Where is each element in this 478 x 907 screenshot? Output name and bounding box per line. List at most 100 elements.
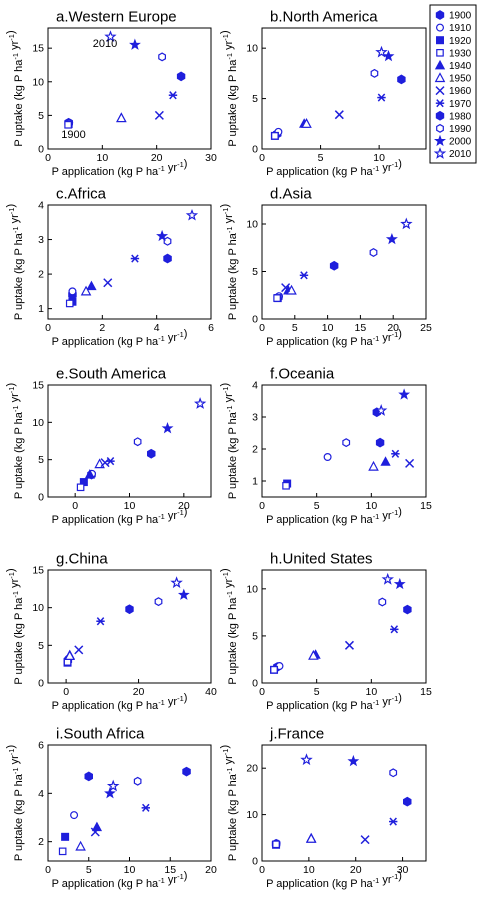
point-1990 (133, 437, 142, 447)
plot-frame (47, 27, 212, 150)
y-axis-label: P uptake (kg P ha-1 yr-1) (5, 204, 25, 320)
panel-5: 0 10 20 0 5 10 15 e.South America P application … (5, 365, 212, 526)
point-1970 (141, 803, 150, 812)
x-axis-label: P application (kg P ha-1 yr-1) (266, 692, 402, 712)
y-tick-label: 10 (246, 43, 258, 55)
legend-label: 1930 (449, 48, 472, 59)
panel-2: 0 5 10 0 5 10 b.North America P application (kg… (219, 8, 427, 178)
point-1950 (116, 112, 127, 123)
x-axis-label: P application (kg P ha-1 yr-1) (266, 870, 402, 890)
y-tick-label: 0 (38, 678, 44, 690)
plot-frame (47, 204, 212, 320)
y-tick-label: 5 (38, 640, 44, 652)
x-tick-label: 20 (178, 500, 190, 512)
point-2010 (106, 779, 120, 792)
x-tick-label: 0 (259, 152, 265, 164)
y-tick-label: 5 (252, 266, 258, 278)
panel-title: a.Western Europe (56, 8, 177, 25)
legend-label: 1900 (449, 11, 472, 22)
x-tick-label: 5 (292, 322, 298, 334)
point-1970 (389, 817, 398, 826)
panel-title: i.South Africa (56, 725, 145, 742)
x-tick-label: 0 (45, 864, 51, 876)
y-tick-label: 0 (252, 314, 258, 326)
y-tick-label: 10 (246, 583, 258, 595)
y-tick-label: 10 (32, 602, 44, 614)
legend-item-1910: 1910 (436, 23, 472, 34)
x-tick-label: 40 (205, 686, 217, 698)
point-1930 (271, 132, 279, 140)
legend-item-2010: 2010 (433, 147, 472, 160)
y-tick-label: 15 (32, 565, 44, 577)
plot-frame (261, 27, 427, 150)
point-2000 (347, 754, 360, 767)
point-1930 (272, 840, 280, 849)
legend-label: 1910 (449, 23, 472, 34)
point-1960 (90, 827, 100, 837)
panel-title: f.Oceania (270, 365, 335, 382)
legend-marker (435, 110, 445, 121)
point-1930 (282, 482, 290, 490)
point-1960 (334, 110, 344, 120)
point-1990 (370, 68, 379, 78)
y-tick-label: 10 (32, 417, 44, 429)
legend-label: 1940 (449, 61, 472, 72)
legend-item-1960: 1960 (435, 86, 472, 97)
y-tick-label: 0 (252, 678, 258, 690)
point-1900 (84, 771, 93, 782)
y-tick-label: 2 (252, 444, 258, 456)
legend-marker (436, 23, 445, 32)
plot-frame (261, 569, 427, 684)
y-tick-label: 15 (32, 43, 44, 55)
point-1970 (96, 617, 105, 626)
point-2010 (170, 576, 183, 589)
point-2000 (104, 787, 116, 799)
legend-marker (433, 147, 447, 159)
panel-title: c.Africa (56, 185, 107, 202)
panel-6: 0 5 10 15 1 2 3 4 f.Oceania P application (kg P h… (219, 365, 432, 526)
legend-marker (436, 36, 444, 45)
point-1940 (86, 280, 97, 291)
x-tick-label: 30 (397, 864, 409, 876)
point-2010 (104, 30, 117, 43)
plot-frame (261, 204, 427, 320)
point-1930 (76, 483, 85, 492)
point-1950 (75, 840, 86, 851)
point-1990 (378, 597, 387, 607)
legend-label: 1950 (449, 74, 472, 85)
x-tick-label: 10 (124, 864, 136, 876)
panel-3: 0 2 4 6 1 2 3 4 c.Africa P application (kg P ha-1… (5, 185, 214, 348)
point-1960 (405, 458, 415, 468)
point-1950 (301, 118, 312, 128)
legend-marker (435, 99, 445, 108)
y-tick-label: 3 (252, 412, 258, 424)
panel-7: 0 20 40 0 5 10 15 g.China P application (kg P ha… (5, 550, 217, 712)
x-axis-label: P application (kg P ha-1 yr-1) (266, 506, 402, 526)
point-1970 (377, 93, 386, 102)
y-tick-label: 5 (38, 454, 44, 466)
x-tick-label: 0 (259, 864, 265, 876)
point-1970 (130, 254, 140, 263)
legend-marker (434, 72, 446, 83)
panel-9: 0 5 10 15 20 2 4 6 i.South Africa P application (… (5, 725, 217, 890)
x-tick-label: 10 (322, 322, 334, 334)
point-1950 (80, 285, 92, 296)
x-axis-label: P application (kg P ha-1 yr-1) (52, 506, 188, 526)
point-1950 (64, 650, 76, 660)
point-1910 (323, 453, 332, 462)
plot-frame (261, 384, 427, 498)
x-axis-label: P application (kg P ha-1 yr-1) (52, 692, 188, 712)
legend-item-1950: 1950 (434, 72, 472, 85)
legend-item-1920: 1920 (436, 36, 472, 47)
point-1970 (299, 271, 309, 280)
point-1930 (270, 666, 278, 674)
legend-item-1940: 1940 (434, 59, 472, 72)
y-axis-label: P uptake (kg P ha-1 yr-1) (219, 30, 239, 146)
point-1980 (125, 604, 134, 615)
legend-label: 1970 (449, 99, 472, 110)
panel-1: 0 10 20 30 0 5 10 15 a.Western Europe P applicati… (5, 8, 217, 178)
panel-title: g.China (56, 550, 108, 567)
x-tick-label: 10 (124, 500, 136, 512)
point-1990 (163, 236, 172, 246)
x-tick-label: 20 (151, 152, 163, 164)
